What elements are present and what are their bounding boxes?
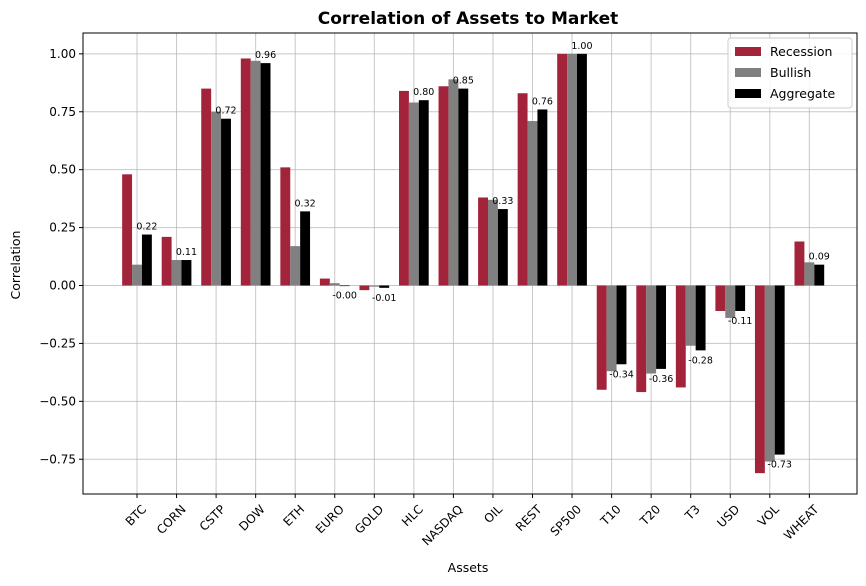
y-tick-label: −0.25 [39, 336, 76, 350]
legend-label-bullish: Bullish [770, 65, 811, 80]
bar-recession-btc [122, 174, 133, 286]
bar-bullish-t10 [606, 285, 617, 372]
bar-aggregate-btc [141, 234, 152, 286]
data-label-oil: 0.33 [492, 196, 513, 207]
bar-aggregate-t3 [695, 285, 706, 351]
bar-aggregate-rest [537, 109, 548, 286]
legend: Recession Bullish Aggregate [727, 37, 853, 109]
data-label-wheat: 0.09 [809, 252, 830, 263]
bar-aggregate-eth [300, 211, 311, 286]
bar-bullish-oil [488, 199, 498, 286]
data-label-cstp: 0.72 [215, 106, 236, 117]
data-labels: 0.22 0.11 0.72 0.96 0.32 -0.00 -0.01 0.80 0.85 0.… [136, 41, 830, 471]
y-axis-ticks: −0.75 −0.50 −0.25 0.00 0.25 0.50 0.75 1.00 [39, 47, 83, 466]
bar-recession-t10 [596, 285, 607, 390]
y-tick-label: 0.00 [49, 279, 76, 293]
y-tick-label: 1.00 [49, 47, 76, 61]
data-label-gold: -0.01 [372, 293, 397, 304]
bar-recession-t3 [675, 285, 686, 388]
data-label-corn: 0.11 [176, 247, 197, 258]
bar-bullish-dow [250, 60, 261, 286]
bar-bullish-t20 [646, 285, 657, 374]
data-label-hlc: 0.80 [413, 87, 434, 98]
bar-bullish-wheat [804, 262, 815, 286]
data-label-dow: 0.96 [255, 50, 276, 61]
bar-aggregate-usd [735, 285, 746, 311]
bar-aggregate-cstp [221, 118, 231, 286]
bar-bullish-cstp [211, 111, 222, 286]
data-label-t10: -0.34 [609, 369, 634, 380]
legend-label-recession: Recession [770, 44, 832, 59]
bar-recession-dow [240, 58, 251, 286]
bar-recession-cstp [201, 88, 212, 286]
data-label-eth: 0.32 [295, 198, 316, 209]
y-tick-label: −0.50 [39, 394, 76, 408]
bar-bullish-nasdaq [448, 79, 459, 286]
bar-recession-hlc [399, 90, 409, 286]
bar-bullish-hlc [408, 102, 419, 286]
bar-recession-t20 [636, 285, 647, 393]
bar-recession-wheat [794, 241, 805, 286]
bar-aggregate-nasdaq [458, 88, 469, 286]
bar-recession-vol [754, 285, 765, 474]
data-label-sp500: 1.00 [571, 41, 592, 52]
plot-frame [82, 32, 858, 495]
data-label-btc: 0.22 [136, 222, 157, 233]
bar-recession-euro [319, 278, 330, 286]
bar-aggregate-gold [379, 285, 390, 288]
data-label-euro: -0.00 [332, 291, 357, 302]
bar-recession-gold [359, 285, 370, 291]
legend-swatch-aggregate [735, 89, 761, 98]
data-label-t20: -0.36 [649, 374, 674, 385]
bar-bullish-eth [290, 246, 301, 286]
x-axis-title: Assets [448, 560, 489, 575]
data-label-vol: -0.73 [767, 460, 792, 471]
y-tick-label: 0.25 [49, 221, 76, 235]
bar-recession-nasdaq [438, 86, 449, 286]
legend-swatch-bullish [735, 68, 761, 77]
bar-recession-oil [478, 197, 488, 286]
bars [122, 53, 825, 474]
bar-bullish-gold [369, 285, 380, 287]
bar-bullish-t3 [685, 285, 696, 346]
bar-aggregate-corn [181, 260, 192, 286]
bar-aggregate-sp500 [577, 53, 587, 286]
bar-aggregate-t10 [616, 285, 627, 365]
bar-recession-usd [715, 285, 726, 311]
y-tick-label: 0.50 [49, 163, 76, 177]
bar-recession-eth [280, 167, 291, 286]
bar-aggregate-oil [497, 209, 508, 286]
data-label-t3: -0.28 [688, 355, 713, 366]
bar-bullish-euro [329, 283, 340, 286]
bar-recession-sp500 [557, 53, 568, 286]
legend-label-aggregate: Aggregate [770, 86, 835, 101]
data-label-usd: -0.11 [728, 316, 753, 327]
bar-bullish-usd [725, 285, 736, 318]
bar-aggregate-dow [260, 63, 271, 286]
data-label-nasdaq: 0.85 [453, 76, 474, 87]
bar-bullish-rest [527, 121, 538, 286]
bar-bullish-corn [171, 260, 182, 286]
data-label-rest: 0.76 [532, 96, 553, 107]
bar-aggregate-t20 [656, 285, 666, 369]
bar-bullish-vol [764, 285, 775, 462]
bar-aggregate-vol [774, 285, 785, 455]
bar-bullish-sp500 [567, 53, 577, 286]
bar-aggregate-hlc [418, 100, 429, 286]
bar-aggregate-wheat [814, 264, 825, 286]
bar-recession-rest [517, 93, 528, 286]
legend-swatch-recession [735, 47, 761, 56]
y-tick-label: −0.75 [39, 452, 76, 466]
chart-title: Correlation of Assets to Market [318, 9, 619, 29]
bar-recession-corn [161, 236, 172, 286]
bar-bullish-btc [132, 264, 142, 286]
y-tick-label: 0.75 [49, 105, 76, 119]
y-axis-title: Correlation [8, 231, 23, 300]
bar-aggregate-euro [339, 285, 350, 287]
